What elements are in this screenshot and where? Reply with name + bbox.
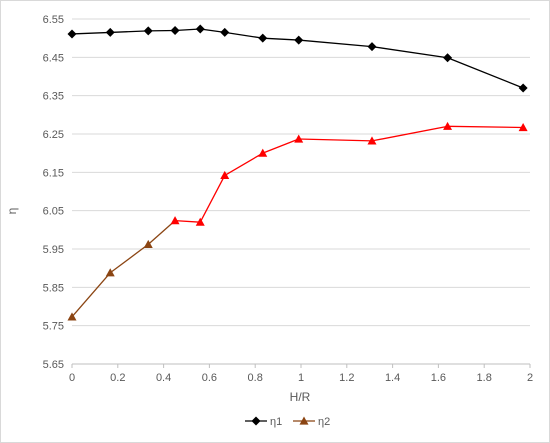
legend-label: η1 [270, 416, 282, 428]
series [67, 24, 528, 321]
y-tick-label: 5.75 [43, 321, 64, 333]
triangle-marker [143, 239, 153, 248]
series-line-segment [262, 138, 299, 154]
legend-entry: η2 [293, 416, 330, 428]
series-line-segment [199, 175, 226, 223]
triangle-marker [195, 217, 205, 226]
diamond-marker [443, 53, 453, 63]
diamond-marker [170, 26, 180, 35]
triangle-marker [67, 312, 77, 321]
series-2 [67, 121, 528, 321]
x-tick-label: 2 [527, 372, 533, 384]
x-tick-label: 0.8 [248, 372, 263, 384]
triangle-marker [518, 122, 528, 132]
x-tick-label: 1.8 [477, 372, 492, 384]
x-tick-label: 0 [69, 372, 75, 384]
series-line-segment [200, 28, 225, 34]
x-tick-label: 0.4 [156, 372, 171, 384]
triangle-marker [220, 170, 230, 179]
diamond-marker [251, 416, 261, 426]
diamond-marker [367, 42, 377, 52]
triangle-marker [258, 148, 268, 157]
diamond-marker [220, 27, 230, 37]
axes [71, 363, 531, 368]
series-line-segment [262, 37, 299, 41]
y-tick-label: 6.15 [43, 167, 64, 179]
y-tick-label: 6.45 [43, 52, 64, 64]
y-tick-labels: 5.65 5.75 5.85 5.95 6.05 6.15 6.25 6.35 6.45 6.55 [43, 14, 64, 371]
y-tick-label: 5.95 [43, 244, 64, 256]
grid-lines [72, 18, 530, 365]
legend: η1 η2 [245, 416, 330, 428]
triangle-marker [367, 136, 377, 145]
diamond-marker [195, 24, 205, 34]
series-line-segment [224, 152, 264, 176]
y-tick-label: 6.25 [43, 129, 64, 141]
series-line-segment [371, 45, 448, 59]
x-tick-labels: 0 0.2 0.4 0.6 0.8 1 1.2 1.4 1.6 1.8 2 [69, 372, 533, 384]
series-line-segment [71, 272, 111, 318]
series-line-segment [298, 138, 373, 142]
triangle-marker [294, 134, 304, 143]
x-tick-label: 1.2 [339, 372, 354, 384]
legend-label: η2 [318, 416, 330, 428]
x-tick-label: 0.2 [110, 372, 125, 384]
diamond-marker [294, 35, 304, 45]
y-tick-label: 6.35 [43, 91, 64, 103]
triangle-marker [105, 268, 115, 277]
y-tick-label: 6.05 [43, 206, 64, 218]
diamond-marker [67, 29, 77, 39]
x-tick-label: 0.6 [202, 372, 217, 384]
series-1 [67, 24, 528, 93]
y-tick-label: 5.85 [43, 282, 64, 294]
x-tick-label: 1.6 [431, 372, 446, 384]
y-axis-title: η [5, 208, 19, 215]
series-line-segment [224, 31, 263, 39]
series-line-segment [147, 220, 176, 245]
diamond-marker [258, 33, 268, 43]
series-line-segment [447, 57, 524, 89]
triangle-marker [170, 216, 180, 225]
diamond-marker [518, 83, 528, 93]
x-axis-title: H/R [290, 390, 311, 404]
series-line-segment [71, 31, 111, 35]
x-tick-label: 1.4 [385, 372, 400, 384]
x-tick-label: 1 [298, 372, 304, 384]
series-line-segment [298, 39, 373, 48]
series-line-segment [447, 125, 524, 129]
y-tick-label: 6.55 [43, 14, 64, 26]
series-line-segment [175, 219, 201, 223]
triangle-marker [299, 416, 309, 425]
series-line-segment [371, 125, 448, 142]
diamond-marker [105, 27, 115, 37]
legend-entry: η1 [245, 416, 282, 428]
series-line-segment [110, 30, 149, 34]
y-tick-label: 5.65 [43, 359, 64, 371]
series-line-segment [109, 243, 149, 274]
diamond-marker [143, 26, 153, 36]
triangle-marker [443, 121, 453, 130]
